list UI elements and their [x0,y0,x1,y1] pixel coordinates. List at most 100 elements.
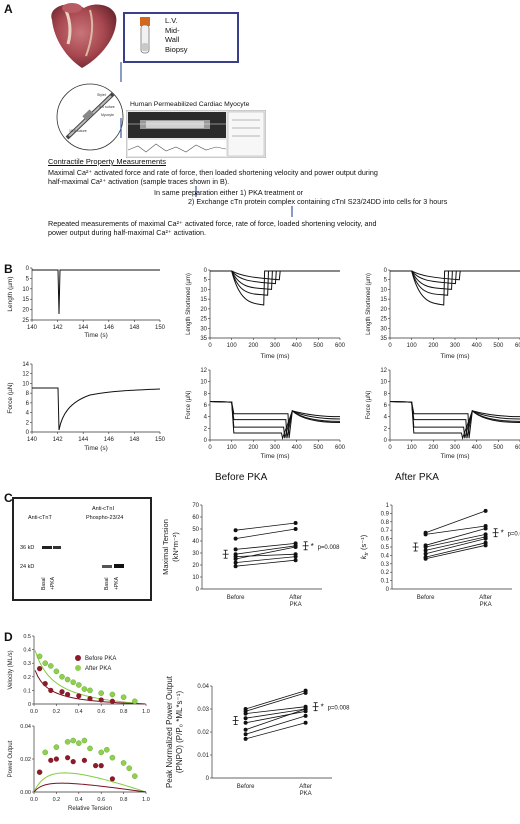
significance-star: * [311,542,314,551]
after-pka-point [70,679,76,686]
y-axis-label: Force (µN) [366,391,372,420]
x-tick-label: 500 [493,445,504,451]
before-pka-point [48,757,54,763]
after-point [303,707,308,711]
y-tick-label: 10 [380,287,387,293]
diagram-label-suture-4: 4-0 suture [99,105,115,109]
pair-line [425,534,486,548]
before-pka-point [109,776,115,782]
x-tick-label: 200 [248,445,259,451]
tube-icon [140,17,150,54]
before-point [243,736,248,741]
y-tick-label: 35 [380,336,387,342]
x-tick-label: 140 [27,437,38,443]
y-axis-label: Velocity (ML/s) [8,650,14,689]
y-tick-label: 70 [192,503,199,509]
pair-line [235,559,296,567]
blot-label-anti-ctni: Anti-cTnI [92,506,115,512]
measurements-line2: In same preparation either 1) PKA treatm… [154,188,304,197]
y-tick-label: 0 [28,702,31,708]
x-tick-label: 0 [208,343,212,349]
x-tick-label: 600 [515,343,520,349]
pair-line [425,510,486,534]
y-tick-label: 15 [380,297,387,303]
blot-lane-basal: Basal [41,577,47,590]
y-tick-label: 2 [26,420,30,426]
y-tick-label: 10 [380,380,387,386]
y-tick-label: 5 [384,278,388,284]
blot-label-36kd: 36 kD [20,545,35,551]
y-tick-label: 0 [26,430,30,436]
y-tick-label: 4 [204,415,208,421]
shortening-trace [390,270,520,285]
x-category: After [289,595,302,601]
measurements-line1: Maximal Ca²⁺ activated force and rate of… [48,168,378,186]
x-tick-label: 100 [407,343,418,349]
after-pka-point [53,744,60,750]
after-point [303,720,308,725]
length-trace [32,269,160,315]
x-category: After [479,595,492,601]
blot-lane-basal: Basal [104,577,110,590]
y-axis-label: Force (µN) [186,391,192,420]
y-tick-label: 0 [26,266,30,272]
before-pka-point [65,755,71,761]
y-tick-label: 1 [386,503,390,509]
pair-line [245,692,306,712]
y-tick-label: 0.5 [381,545,390,551]
y-tick-label: 15 [22,297,29,303]
y-tick-label: 0.00 [20,790,31,796]
before-pka-point [93,763,99,769]
y-tick-label: 0.7 [381,528,390,534]
x-tick-label: 600 [335,445,346,451]
y-tick-label: 20 [200,307,207,313]
after-pka-point [76,740,82,746]
after-point [483,536,488,541]
force-trace [209,401,341,441]
y-tick-label: 30 [192,551,199,557]
y-tick-label: 20 [192,563,199,569]
x-tick-label: 1.0 [142,797,150,803]
y-tick-label: 20 [380,307,387,313]
before-pka-point [81,757,87,763]
y-tick-label: 0.3 [23,661,31,667]
y-tick-label: 0.04 [197,684,209,690]
shortening-trace [390,270,520,290]
pair-line [425,542,486,558]
pair-line [245,708,306,731]
x-tick-label: 0.0 [30,709,38,715]
force-trace [209,401,341,439]
y-axis-label: (PNPO) (P/P₀ *ML*s⁻¹) [175,691,184,774]
x-tick-label: 600 [335,343,346,349]
x-tick-label: 400 [472,343,483,349]
x-tick-label: 400 [292,445,303,451]
before-point [423,532,428,537]
after-pka-point [98,749,104,756]
before-point [243,727,248,732]
x-axis-label: Time (ms) [260,453,289,460]
before-pka-point [59,689,65,695]
pair-line [235,556,296,563]
y-tick-label: 6 [384,403,388,409]
y-tick-label: 0 [196,587,200,593]
y-tick-label: 40 [192,539,199,545]
x-tick-label: 148 [129,437,140,443]
before-point [233,536,238,541]
x-category: Before [237,784,255,790]
caption-before-pka: Before PKA [215,472,268,483]
down-arrow-icon [291,206,293,217]
caption-after-pka: After PKA [395,472,439,483]
y-tick-label: 35 [200,336,207,342]
x-tick-label: 144 [78,325,89,331]
y-tick-label: 0.3 [381,562,390,568]
x-tick-label: 300 [450,445,461,451]
after-point [483,508,488,513]
myocyte-micrograph [126,110,266,158]
x-category: PKA [300,791,312,797]
y-tick-label: 0.2 [23,675,31,681]
pair-line [425,525,486,535]
y-axis-label: Peak Normalized Power Output [165,675,174,788]
before-point [423,548,428,553]
x-axis-label: Time (s) [84,332,108,339]
pair-line [425,538,486,555]
